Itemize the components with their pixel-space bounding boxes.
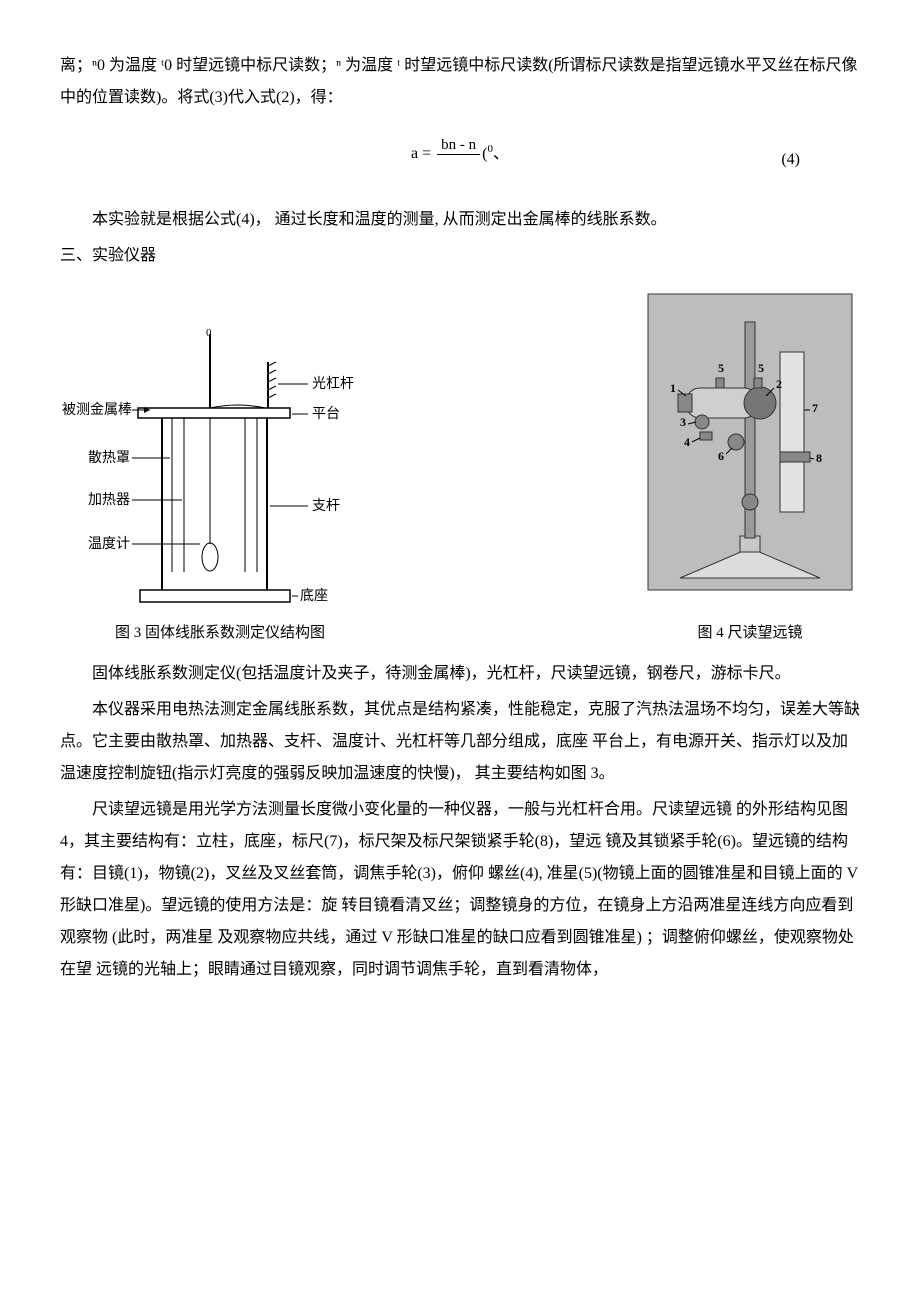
label-lever: 光杠杆 [312, 376, 354, 392]
svg-text:5: 5 [718, 361, 724, 375]
label-base: 底座 [300, 588, 328, 604]
fig4-caption: 图 4 尺读望远镜 [697, 618, 802, 648]
after-formula-para: 本实验就是根据公式(4)， 通过长度和温度的测量, 从而测定出金属棒的线胀系数。 [60, 204, 860, 236]
svg-text:0: 0 [206, 327, 212, 339]
label-pole: 支杆 [312, 498, 340, 514]
device-diagram-svg: 0 被测金属棒 散热罩 加热器 温度计 [60, 322, 380, 612]
formula-lhs: a = [411, 138, 431, 170]
svg-text:1: 1 [670, 381, 676, 395]
label-thermo: 温度计 [88, 536, 130, 552]
formula-tail: (0、 [482, 138, 509, 170]
svg-text:4: 4 [684, 435, 690, 449]
para-2: 本仪器采用电热法测定金属线胀系数，其优点是结构紧凑，性能稳定，克服了汽热法温场不… [60, 694, 860, 790]
label-rod: 被测金属棒 [62, 402, 132, 418]
label-heater: 加热器 [88, 492, 130, 508]
svg-text:8: 8 [816, 451, 822, 465]
svg-text:3: 3 [680, 415, 686, 429]
continuation-line: 离；ⁿ0 为温度 ᵗ0 时望远镜中标尺读数；ⁿ 为温度 ᵗ 时望远镜中标尺读数(… [60, 50, 860, 114]
para-3: 尺读望远镜是用光学方法测量长度微小变化量的一种仪器，一般与光杠杆合用。尺读望远镜… [60, 794, 860, 986]
para-1: 固体线胀系数测定仪(包括温度计及夹子，待测金属棒)，光杠杆，尺读望远镜，钢卷尺，… [60, 658, 860, 690]
fig3-caption: 图 3 固体线胀系数测定仪结构图 [115, 618, 325, 648]
figure-3: 0 被测金属棒 散热罩 加热器 温度计 [60, 322, 380, 648]
svg-text:7: 7 [812, 401, 818, 415]
figures-row: 0 被测金属棒 散热罩 加热器 温度计 [60, 292, 860, 648]
svg-text:2: 2 [776, 377, 782, 391]
equation-number: (4) [781, 144, 800, 176]
telescope-svg: 1 2 3 4 5 5 6 7 8 [640, 292, 860, 592]
formula-fraction: bn - n [437, 136, 480, 173]
svg-text:5: 5 [758, 361, 764, 375]
frac-numerator: bn - n [437, 136, 480, 155]
svg-text:6: 6 [718, 449, 724, 463]
formula-4: a = bn - n (0、 (4) [60, 124, 860, 184]
section-3-title: 三、实验仪器 [60, 240, 860, 272]
frac-denominator [453, 155, 465, 173]
label-platform: 平台 [312, 406, 340, 422]
label-cover: 散热罩 [88, 450, 130, 466]
figure-4: 1 2 3 4 5 5 6 7 8 图 4 尺读望远镜 [640, 292, 860, 648]
